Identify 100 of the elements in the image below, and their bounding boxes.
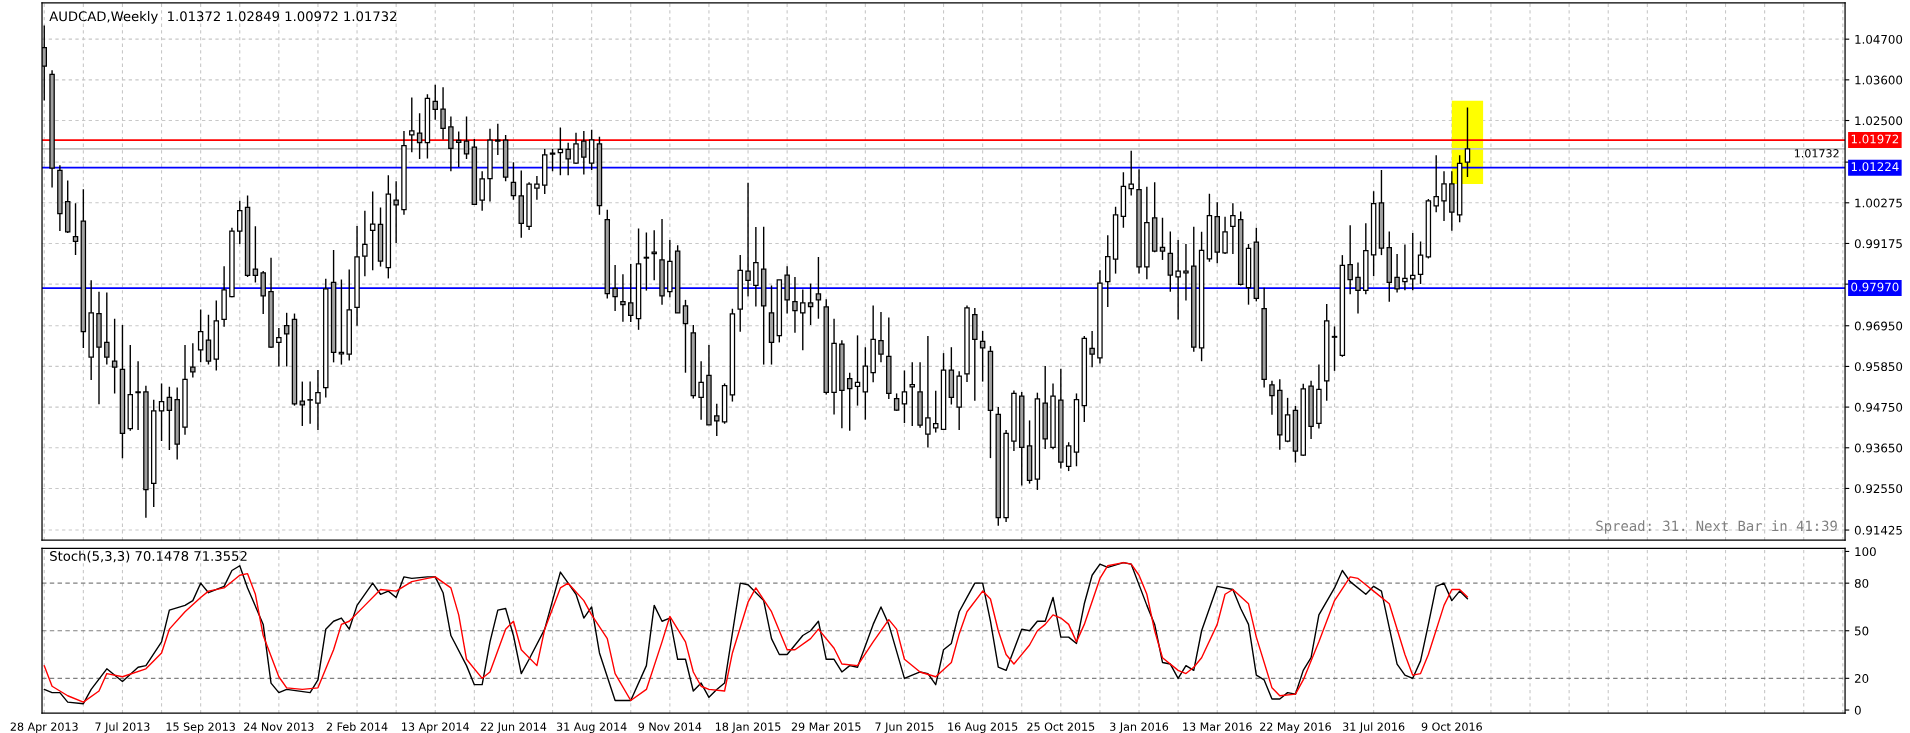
candlestick	[1417, 240, 1424, 285]
x-tick-label: 31 Jul 2016	[1343, 722, 1405, 733]
x-tick-label: 7 Jun 2015	[875, 722, 934, 733]
x-tick-label: 28 Apr 2013	[10, 722, 78, 733]
text: AUDCAD,Weekly 1.01372 1.02849 1.00972 1.01732	[49, 10, 397, 24]
candlestick	[1355, 261, 1361, 315]
candlestick	[581, 130, 587, 176]
x-tick-label: 13 Mar 2016	[1183, 722, 1252, 731]
y-tick-label: 0.92550	[1854, 484, 1903, 494]
candlestick	[1183, 243, 1189, 302]
x-tick-label: 22 May 2016	[1260, 722, 1331, 733]
x-tick-label: 22 Jun 2014	[480, 722, 547, 733]
y-tick-label: 1.02500	[1855, 116, 1903, 126]
candlestick	[627, 263, 634, 323]
y-tick-label: 100	[1855, 547, 1876, 557]
candlestick	[643, 231, 650, 292]
candlestick	[369, 190, 376, 271]
candlestick	[205, 313, 212, 366]
candlestick	[714, 403, 720, 437]
ref-line-label: 1.01224	[1851, 162, 1899, 172]
candlestick	[612, 264, 618, 312]
candlestick	[362, 210, 368, 277]
y-tick-label: 0.96950	[1854, 321, 1903, 331]
candlestick	[792, 276, 798, 334]
candlestick	[197, 308, 204, 364]
candlestick	[338, 278, 345, 366]
candlestick	[753, 226, 759, 308]
candlestick	[510, 161, 517, 201]
candlestick	[620, 273, 626, 323]
annotation: Spread: 31. Next Bar in 41:39	[1596, 520, 1837, 534]
x-tick-label: 3 Jan 2016	[1110, 722, 1169, 733]
candlestick	[495, 123, 501, 156]
candlestick	[166, 386, 173, 451]
candlestick	[416, 112, 423, 160]
candlestick	[1402, 243, 1408, 291]
x-tick-label: 2 Feb 2014	[326, 722, 388, 731]
candlestick	[588, 129, 595, 171]
candlestick	[1128, 150, 1134, 197]
candlestick	[1394, 253, 1400, 294]
candlestick	[878, 311, 884, 364]
x-tick-label: 29 Mar 2015	[791, 722, 861, 731]
y-tick-label: 0.99175	[1854, 239, 1902, 249]
x-tick-label: 25 Oct 2015	[1027, 722, 1095, 731]
y-tick-label: 20	[1854, 674, 1869, 683]
candlestick	[393, 180, 399, 244]
candlestick	[237, 200, 243, 245]
candlestick	[1065, 441, 1072, 472]
candlestick	[409, 96, 415, 154]
candlestick	[135, 360, 141, 431]
candlestick	[283, 312, 290, 368]
y-tick-label: 0.95850	[1854, 362, 1903, 372]
x-tick-label: 18 Jan 2015	[715, 722, 781, 733]
candlestick	[800, 288, 806, 351]
candlestick	[104, 291, 110, 366]
candlestick	[698, 360, 704, 421]
candlestick	[565, 142, 571, 176]
candlestick	[1159, 217, 1166, 261]
candlestick	[682, 299, 689, 374]
ref-line-label: 1.01972	[1851, 134, 1899, 144]
y-tick-label: 0.93650	[1854, 443, 1903, 453]
candlestick	[846, 372, 853, 432]
candlestick	[299, 380, 306, 427]
candlestick	[455, 130, 462, 168]
y-tick-label: 0	[1854, 705, 1861, 715]
y-tick-label: 0.91425	[1854, 525, 1902, 535]
candlestick	[1441, 170, 1447, 222]
y-tick-label: 1.00275	[1855, 198, 1902, 208]
x-tick-label: 13 Apr 2014	[402, 722, 469, 733]
x-tick-label: 7 Jul 2013	[95, 722, 150, 733]
candlestick	[745, 181, 751, 298]
candlestick	[448, 115, 454, 172]
candlestick	[909, 361, 916, 427]
candlestick	[807, 282, 814, 326]
y-tick-label: 1.04700	[1855, 34, 1903, 44]
ref-line-label: 1.01732	[1794, 149, 1839, 158]
candlestick	[1222, 215, 1228, 255]
x-tick-label: 9 Oct 2016	[1421, 722, 1482, 731]
candlestick	[315, 369, 321, 431]
candlestick	[1269, 380, 1275, 416]
ref-line-label: 0.97970	[1851, 282, 1899, 292]
y-tick-label: 0.94750	[1854, 402, 1903, 412]
x-tick-label: 16 Aug 2015	[948, 722, 1018, 733]
candlestick	[901, 369, 908, 424]
candlestick	[1347, 224, 1353, 296]
candlestick	[1089, 330, 1095, 368]
x-tick-label: 31 Aug 2014	[556, 722, 627, 733]
y-tick-label: 50	[1855, 626, 1869, 636]
candlestick	[573, 132, 579, 165]
candlestick	[307, 380, 313, 425]
candlestick	[276, 327, 282, 368]
candlestick	[190, 342, 196, 379]
y-tick-label: 80	[1854, 578, 1869, 588]
candlestick	[651, 229, 657, 281]
candlestick	[260, 270, 266, 315]
candlestick	[440, 86, 446, 141]
candlestick	[1464, 106, 1471, 178]
candlestick	[549, 148, 556, 172]
x-tick-label: 15 Sep 2013	[166, 722, 235, 733]
candlestick	[815, 256, 822, 320]
candlestick	[979, 330, 986, 383]
